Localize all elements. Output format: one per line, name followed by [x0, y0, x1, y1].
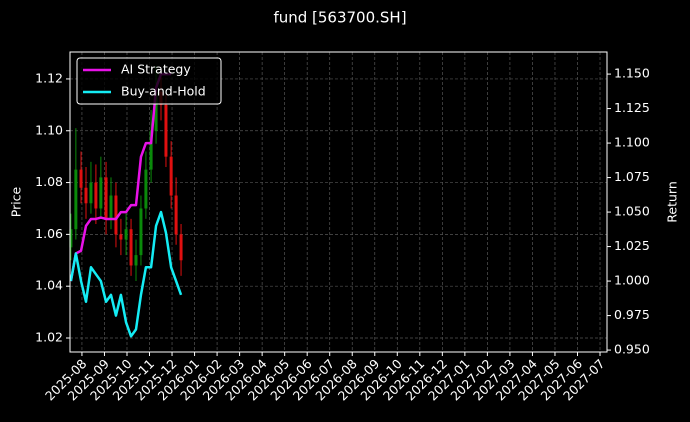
y2-tick-label: 1.025 — [614, 238, 650, 253]
y2-tick-label: 1.125 — [614, 100, 650, 115]
candle-body — [144, 169, 148, 209]
candle-body — [139, 208, 143, 256]
candle-body — [79, 169, 83, 188]
candle-body — [109, 195, 113, 219]
candle-body — [179, 234, 183, 261]
candle-body — [104, 177, 108, 219]
candle-body — [154, 91, 158, 131]
line-series — [69, 72, 172, 282]
legend-label: Buy-and-Hold — [121, 84, 206, 99]
candle-body — [94, 182, 98, 209]
chart-title: fund [563700.SH] — [273, 9, 406, 27]
y2-axis-label: Return — [665, 181, 680, 222]
plot-frame — [69, 51, 608, 353]
y2-tick-label: 1.150 — [614, 66, 650, 81]
y-tick-label: 1.06 — [35, 226, 63, 241]
y2-tick-label: 1.075 — [614, 169, 650, 184]
y-tick-label: 1.10 — [35, 122, 63, 137]
y2-tick-label: 1.050 — [614, 204, 650, 219]
y2-tick-label: 0.975 — [614, 307, 650, 322]
candle-body — [134, 255, 138, 266]
candle-body — [174, 195, 178, 235]
legend-box — [76, 57, 222, 105]
candle-body — [149, 130, 153, 170]
candle-body — [89, 182, 93, 204]
candle-body — [74, 169, 78, 230]
candle-body — [164, 104, 168, 157]
y2-tick-label: 0.950 — [614, 342, 650, 357]
line-series — [69, 210, 183, 338]
y-tick-label: 1.02 — [35, 330, 63, 345]
y-tick-label: 1.12 — [35, 70, 63, 85]
y2-tick-label: 1.000 — [614, 273, 650, 288]
y-tick-label: 1.04 — [35, 278, 63, 293]
candle-body — [69, 229, 73, 248]
y-tick-label: 1.08 — [35, 174, 63, 189]
candle-body — [114, 195, 118, 235]
y2-tick-label: 1.100 — [614, 135, 650, 150]
candle-body — [84, 187, 88, 204]
y-axis-label: Price — [9, 186, 24, 217]
candle-body — [119, 234, 123, 240]
candle-body — [169, 156, 173, 196]
candle-body — [129, 229, 133, 266]
candle-body — [99, 177, 103, 209]
candle-body — [124, 229, 128, 240]
legend-label: AI Strategy — [121, 62, 191, 77]
